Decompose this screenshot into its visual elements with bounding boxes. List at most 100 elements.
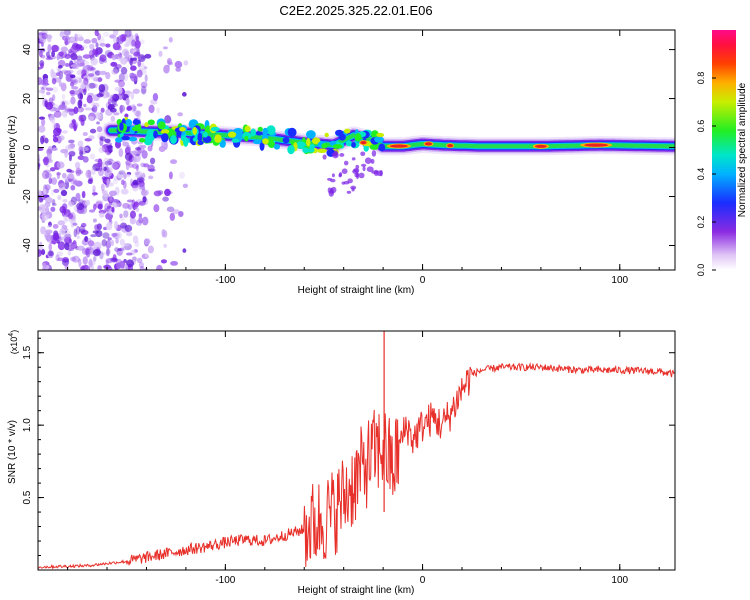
noise-point xyxy=(41,170,50,180)
noise-point xyxy=(88,260,96,266)
noise-point xyxy=(121,246,127,251)
noise-point xyxy=(80,83,86,90)
noise-point xyxy=(90,234,97,238)
band-blob xyxy=(306,130,316,139)
noise-point xyxy=(125,252,133,256)
band-core xyxy=(360,141,367,145)
noise-point xyxy=(74,36,79,42)
noise-point xyxy=(43,156,49,166)
noise-point xyxy=(116,248,123,256)
noise-point xyxy=(78,146,84,153)
band-core xyxy=(389,144,408,148)
noise-point xyxy=(38,147,44,151)
band-blob xyxy=(183,136,189,147)
noise-point xyxy=(40,41,44,47)
noise-point xyxy=(123,264,129,270)
band-blob xyxy=(324,132,329,138)
noise-point xyxy=(108,182,114,187)
noise-point xyxy=(138,261,145,269)
noise-point xyxy=(89,153,96,160)
noise-point xyxy=(140,189,147,197)
noise-point xyxy=(158,145,166,153)
noise-point xyxy=(59,31,65,38)
noise-point xyxy=(118,260,126,269)
noise-point xyxy=(51,44,59,53)
snr-ticks: -100 0 100 0.5 1.0 1.5 xyxy=(22,331,675,586)
noise-point xyxy=(141,172,146,179)
noise-point xyxy=(97,265,102,270)
noise-point xyxy=(67,173,75,182)
snr-frame xyxy=(37,330,676,571)
noise-point xyxy=(125,162,130,171)
band-blob xyxy=(233,127,244,135)
band-blob xyxy=(170,135,177,144)
band-blob xyxy=(231,138,240,143)
noise-point xyxy=(147,145,153,152)
noise-point xyxy=(70,52,78,61)
noise-point xyxy=(110,61,118,67)
noise-point xyxy=(126,144,131,153)
noise-point xyxy=(86,95,93,104)
noise-point xyxy=(43,169,52,173)
noise-point xyxy=(164,140,168,150)
noise-point xyxy=(118,87,123,94)
noise-point xyxy=(98,212,105,218)
noise-point xyxy=(68,139,75,144)
colorbar: 0.0 0.2 0.4 0.6 0.8 Normalized spectral ampl… xyxy=(696,30,748,276)
noise-point xyxy=(84,145,91,154)
noise-point xyxy=(48,250,54,257)
noise-point xyxy=(124,113,129,118)
noise-point xyxy=(58,81,63,87)
noise-point xyxy=(58,104,66,111)
noise-point xyxy=(101,90,110,99)
noise-point xyxy=(38,50,43,58)
colorbar-tick-label: 0.2 xyxy=(696,216,706,229)
noise-point xyxy=(83,103,87,108)
noise-point xyxy=(119,216,125,222)
noise-point xyxy=(111,97,117,106)
tail-point xyxy=(331,173,335,178)
noise-point xyxy=(141,150,148,159)
band-blob xyxy=(227,131,237,138)
noise-point xyxy=(52,45,60,52)
noise-point xyxy=(38,197,42,204)
noise-point xyxy=(59,228,66,235)
noise-point xyxy=(138,213,143,218)
noise-point xyxy=(74,89,80,95)
noise-point xyxy=(132,88,140,94)
snr-panel: -100 0 100 0.5 1.0 1.5 Height of straight lin… xyxy=(7,330,676,596)
noise-point xyxy=(112,42,121,51)
noise-point xyxy=(69,89,76,95)
noise-point xyxy=(123,210,129,218)
noise-point xyxy=(131,156,137,164)
noise-point xyxy=(46,238,51,243)
noise-point xyxy=(57,257,65,262)
noise-point xyxy=(61,109,68,118)
noise-point xyxy=(168,171,173,180)
band-blob xyxy=(192,137,198,142)
noise-point xyxy=(40,226,47,235)
noise-point xyxy=(144,253,149,258)
band-blob xyxy=(252,139,262,145)
noise-point xyxy=(45,87,54,92)
band-blob xyxy=(205,125,211,134)
tail-point xyxy=(338,173,342,178)
noise-point xyxy=(91,166,96,175)
noise-point xyxy=(85,238,92,243)
noise-point xyxy=(147,245,154,254)
noise-point xyxy=(61,258,70,266)
noise-point xyxy=(105,43,111,48)
snr-marks xyxy=(38,331,675,570)
noise-point xyxy=(130,73,138,82)
noise-point xyxy=(182,183,188,189)
noise-point xyxy=(139,265,145,270)
spectrogram-marks xyxy=(38,30,675,270)
noise-point xyxy=(104,169,112,178)
noise-point xyxy=(87,65,94,72)
noise-point xyxy=(63,30,71,36)
noise-point xyxy=(160,259,167,264)
noise-point xyxy=(129,150,138,156)
noise-point xyxy=(70,64,79,68)
noise-point xyxy=(38,189,42,197)
noise-point xyxy=(52,136,59,143)
